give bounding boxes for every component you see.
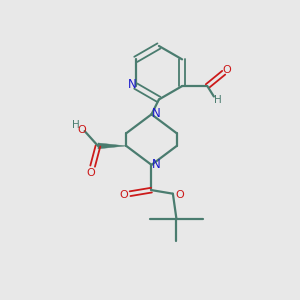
Text: O: O	[78, 124, 87, 135]
Text: O: O	[87, 168, 95, 178]
Polygon shape	[98, 143, 126, 149]
Text: O: O	[175, 190, 184, 200]
Text: N: N	[152, 158, 161, 171]
Text: N: N	[152, 107, 161, 120]
Text: O: O	[222, 65, 231, 75]
Text: N: N	[128, 78, 136, 91]
Text: H: H	[214, 95, 221, 105]
Text: O: O	[119, 190, 128, 200]
Text: H: H	[72, 120, 80, 130]
